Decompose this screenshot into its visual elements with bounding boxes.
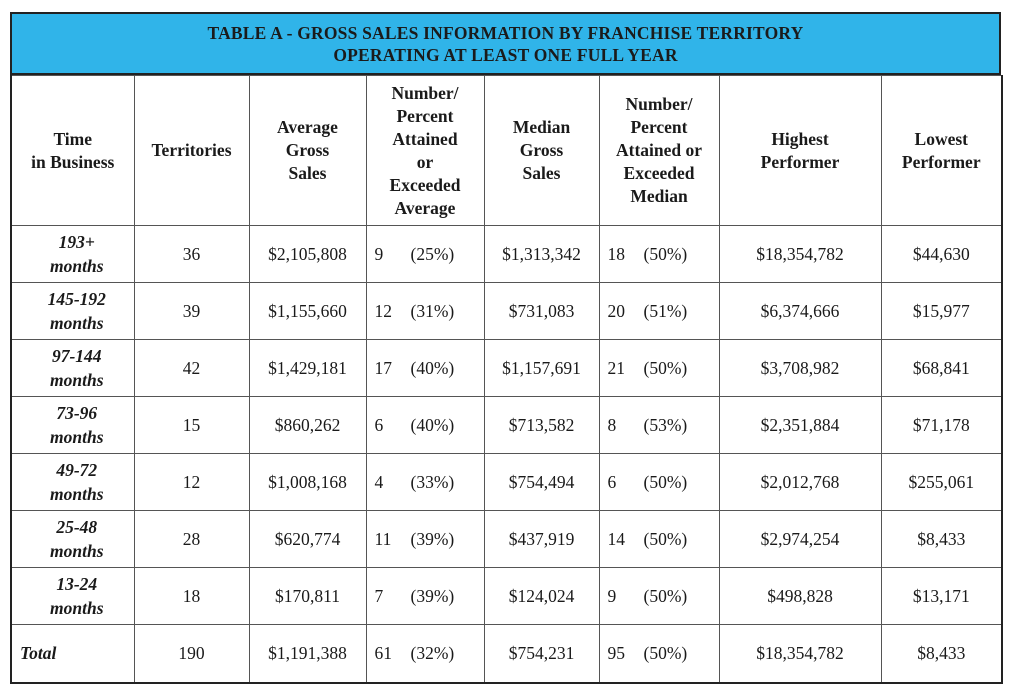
number-percent-median-cell: 20 (51%) [598,282,720,340]
franchise-sales-document: TABLE A - GROSS SALES INFORMATION BY FRA… [10,12,1003,684]
gross-sales-table: Time in Business Territories Average Gross… [10,75,1003,684]
median-sales-cell: $1,313,342 [483,225,600,283]
header-average-gross-sales: Average Gross Sales [248,75,367,226]
total-lowest-performer-cell: $8,433 [880,624,1003,684]
lowest-performer-cell: $44,630 [880,225,1003,283]
territories-cell: 28 [133,510,250,568]
lowest-performer-cell: $255,061 [880,453,1003,511]
lowest-performer-cell: $13,171 [880,567,1003,625]
lowest-performer-cell: $71,178 [880,396,1003,454]
lowest-performer-cell: $68,841 [880,339,1003,397]
number-percent-average-cell: 12 (31%) [365,282,485,340]
time-in-business-cell: 193+ months [10,225,135,283]
table-row: 73-96 months 15 $860,262 6 (40%) $713,582 … [10,396,1003,454]
highest-performer-cell: $498,828 [718,567,882,625]
total-average-sales-cell: $1,191,388 [248,624,367,684]
highest-performer-cell: $6,374,666 [718,282,882,340]
total-territories-cell: 190 [133,624,250,684]
territories-cell: 42 [133,339,250,397]
median-sales-cell: $1,157,691 [483,339,600,397]
number-percent-average-cell: 17 (40%) [365,339,485,397]
table-row: 25-48 months 28 $620,774 11 (39%) $437,919… [10,510,1003,568]
average-sales-cell: $1,429,181 [248,339,367,397]
header-median-gross-sales: Median Gross Sales [483,75,600,226]
total-highest-performer-cell: $18,354,782 [718,624,882,684]
number-percent-median-cell: 21 (50%) [598,339,720,397]
table-row: 97-144 months 42 $1,429,181 17 (40%) $1,15… [10,339,1003,397]
total-row: Total 190 $1,191,388 61 (32%) $754,231 95… [10,624,1003,684]
time-in-business-cell: 145-192 months [10,282,135,340]
territories-cell: 36 [133,225,250,283]
territories-cell: 15 [133,396,250,454]
lowest-performer-cell: $8,433 [880,510,1003,568]
average-sales-cell: $620,774 [248,510,367,568]
average-sales-cell: $1,155,660 [248,282,367,340]
header-highest-performer: Highest Performer [718,75,882,226]
table-row: 145-192 months 39 $1,155,660 12 (31%) $731… [10,282,1003,340]
table-header-row: Time in Business Territories Average Gross… [10,75,1003,226]
table-title-line-1: TABLE A - GROSS SALES INFORMATION BY FRA… [207,22,804,43]
number-percent-average-cell: 4 (33%) [365,453,485,511]
highest-performer-cell: $3,708,982 [718,339,882,397]
median-sales-cell: $124,024 [483,567,600,625]
time-in-business-cell: 13-24 months [10,567,135,625]
total-median-sales-cell: $754,231 [483,624,600,684]
average-sales-cell: $1,008,168 [248,453,367,511]
highest-performer-cell: $2,351,884 [718,396,882,454]
number-percent-median-cell: 8 (53%) [598,396,720,454]
number-percent-median-cell: 18 (50%) [598,225,720,283]
table-title-line-2: OPERATING AT LEAST ONE FULL YEAR [333,44,678,65]
time-in-business-cell: 25-48 months [10,510,135,568]
time-in-business-cell: 73-96 months [10,396,135,454]
territories-cell: 18 [133,567,250,625]
table-row: 49-72 months 12 $1,008,168 4 (33%) $754,49… [10,453,1003,511]
table-row: 193+ months 36 $2,105,808 9 (25%) $1,313,3… [10,225,1003,283]
median-sales-cell: $731,083 [483,282,600,340]
average-sales-cell: $170,811 [248,567,367,625]
territories-cell: 39 [133,282,250,340]
total-number-percent-median-cell: 95 (50%) [598,624,720,684]
table-title-banner: TABLE A - GROSS SALES INFORMATION BY FRA… [10,12,1001,75]
header-number-percent-exceeded-average: Number/Percent Attained or Exceeded Average [365,75,485,226]
number-percent-average-cell: 11 (39%) [365,510,485,568]
header-territories: Territories [133,75,250,226]
number-percent-median-cell: 14 (50%) [598,510,720,568]
average-sales-cell: $2,105,808 [248,225,367,283]
time-in-business-cell: 97-144 months [10,339,135,397]
highest-performer-cell: $2,974,254 [718,510,882,568]
number-percent-median-cell: 9 (50%) [598,567,720,625]
total-number-percent-average-cell: 61 (32%) [365,624,485,684]
number-percent-average-cell: 7 (39%) [365,567,485,625]
median-sales-cell: $754,494 [483,453,600,511]
average-sales-cell: $860,262 [248,396,367,454]
table-row: 13-24 months 18 $170,811 7 (39%) $124,024 … [10,567,1003,625]
highest-performer-cell: $2,012,768 [718,453,882,511]
header-number-percent-exceeded-median: Number/Percent Attained or Exceeded Median [598,75,720,226]
median-sales-cell: $713,582 [483,396,600,454]
total-label: Total [10,624,135,684]
header-time-in-business: Time in Business [10,75,135,226]
number-percent-median-cell: 6 (50%) [598,453,720,511]
number-percent-average-cell: 9 (25%) [365,225,485,283]
time-in-business-cell: 49-72 months [10,453,135,511]
median-sales-cell: $437,919 [483,510,600,568]
header-lowest-performer: Lowest Performer [880,75,1003,226]
territories-cell: 12 [133,453,250,511]
lowest-performer-cell: $15,977 [880,282,1003,340]
number-percent-average-cell: 6 (40%) [365,396,485,454]
highest-performer-cell: $18,354,782 [718,225,882,283]
